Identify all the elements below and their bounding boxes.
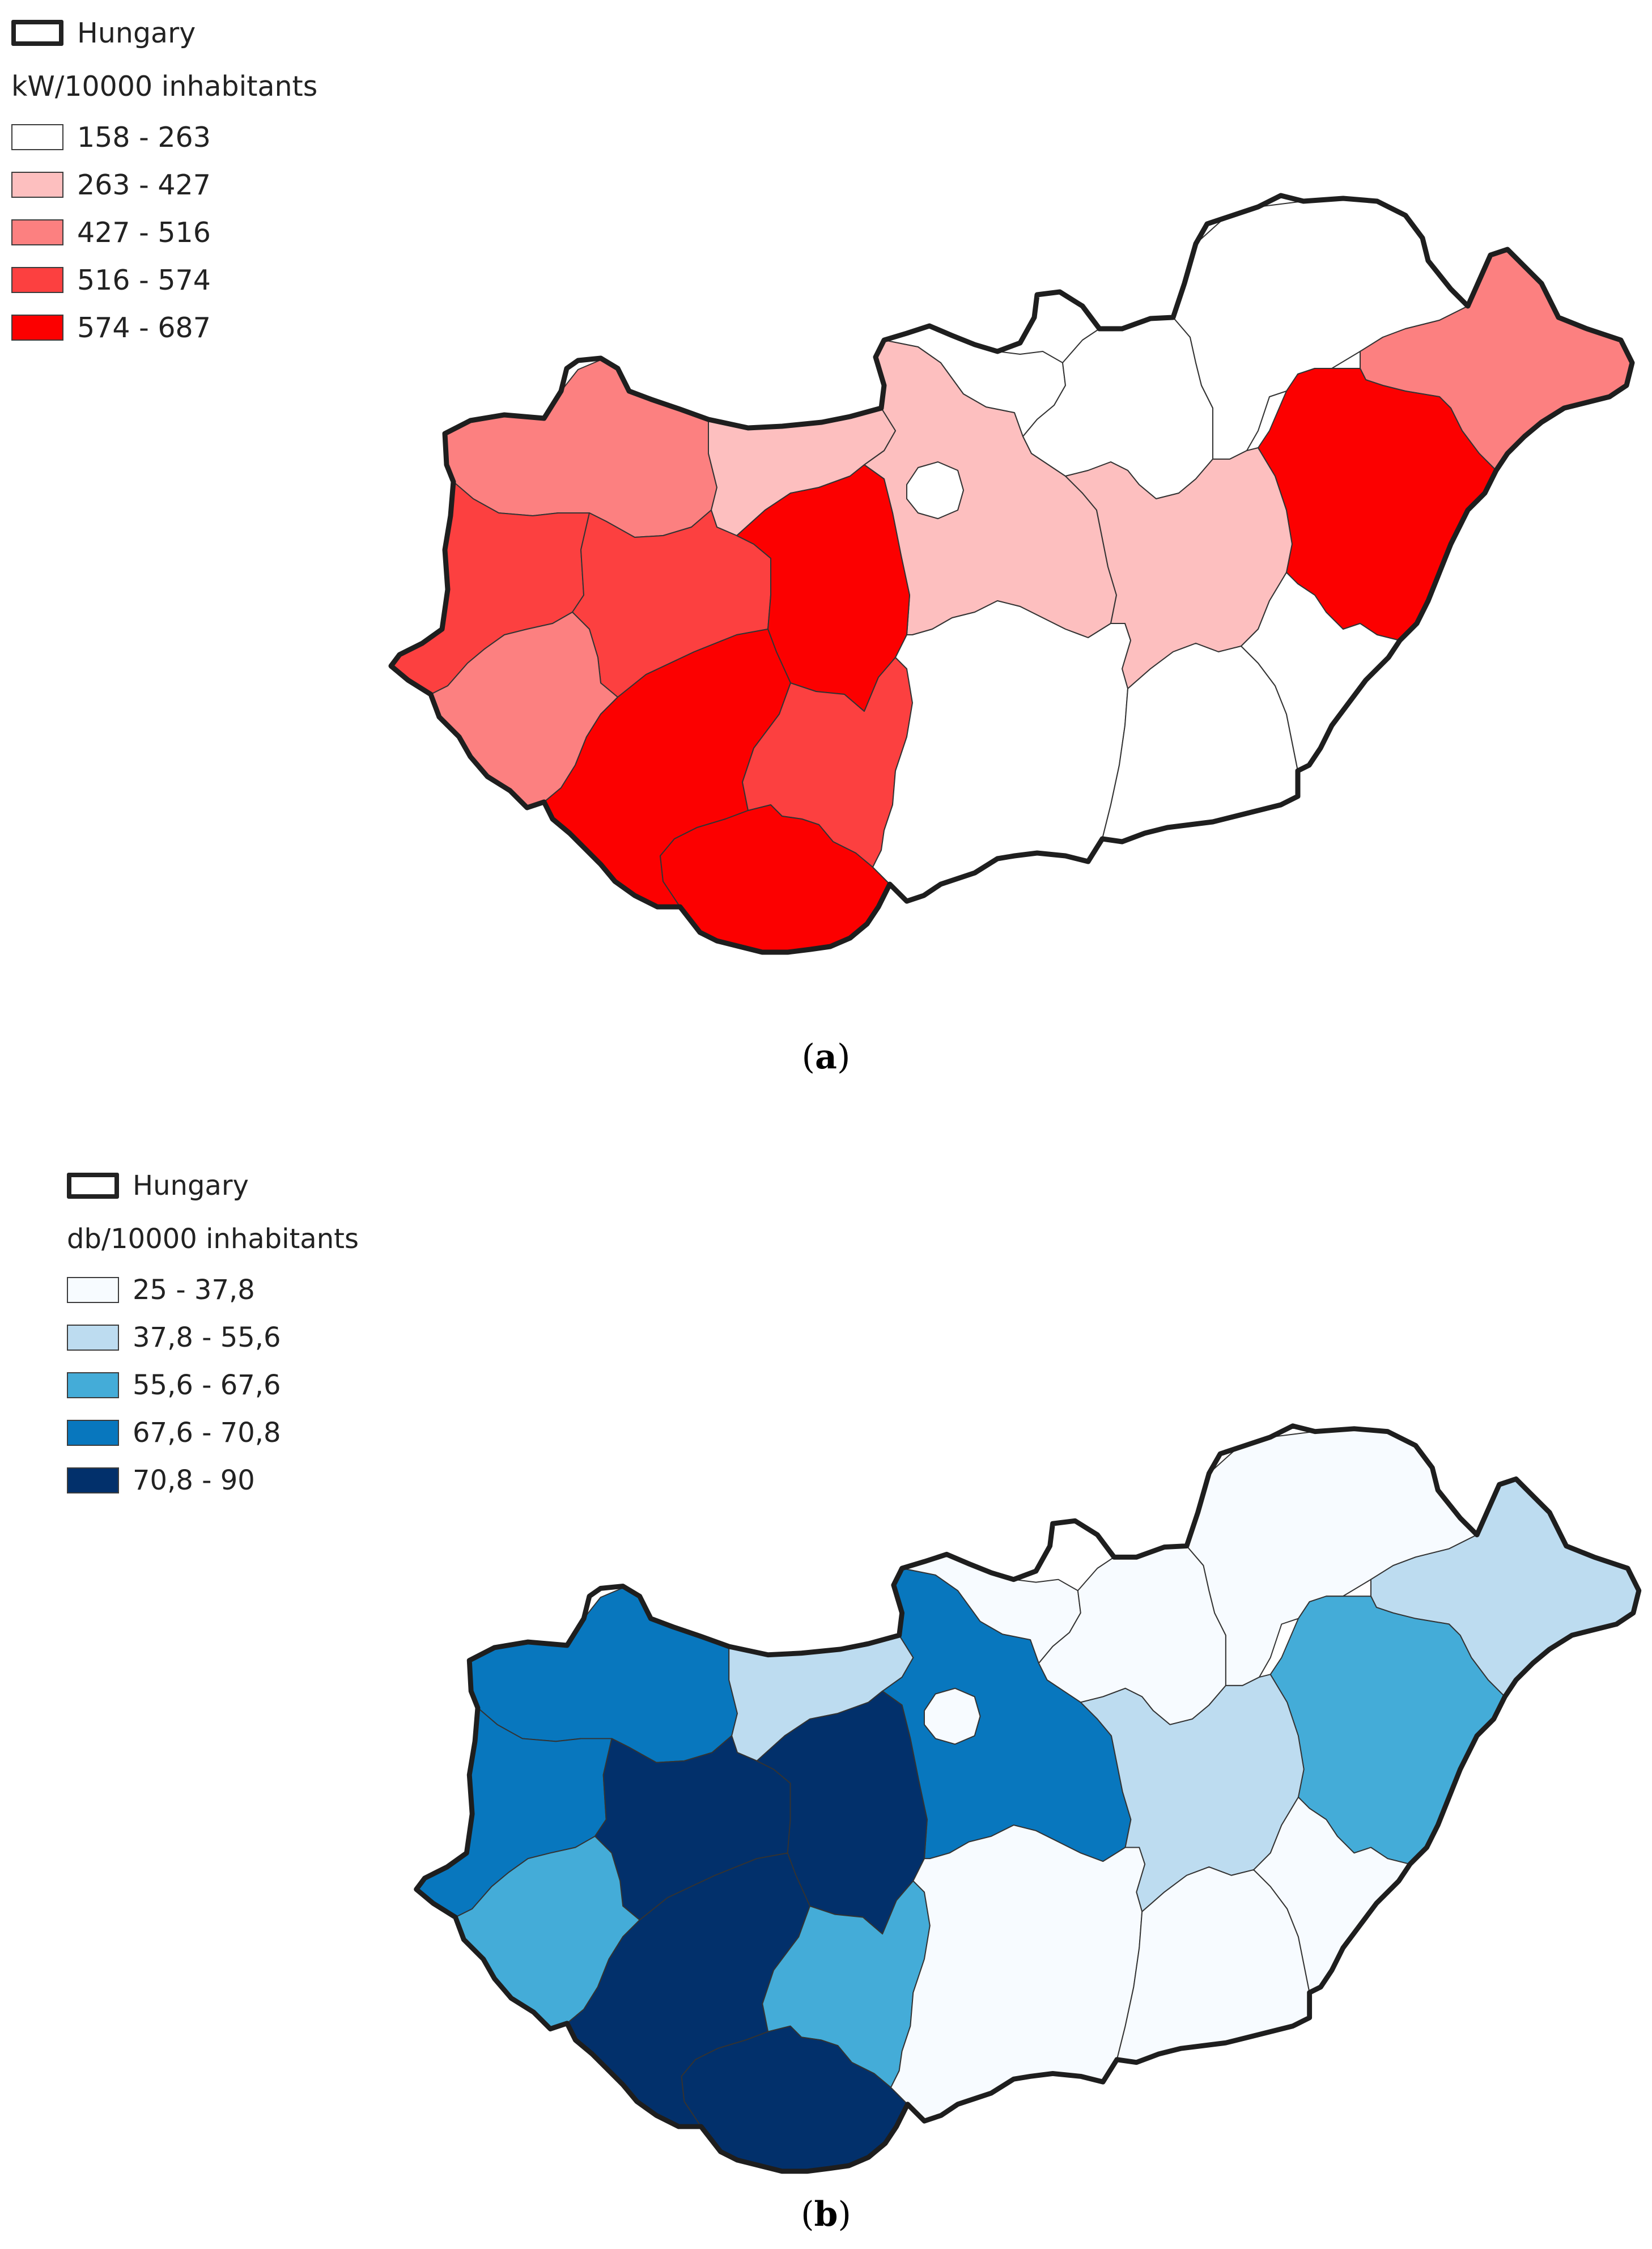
hungary-boundary	[388, 193, 1635, 955]
legend-swatch	[67, 1325, 119, 1351]
legend-a: Hungary kW/10000 inhabitants 158 - 263 26…	[11, 7, 317, 351]
legend-class-label: 263 - 427	[77, 168, 211, 201]
legend-class-label: 427 - 516	[77, 216, 211, 249]
legend-class-label: 55,6 - 67,6	[133, 1369, 281, 1401]
legend-swatch	[67, 1420, 119, 1446]
county-budapest	[924, 1687, 981, 1745]
legend-boundary-entry: Hungary	[67, 1160, 359, 1212]
boundary-swatch	[67, 1173, 119, 1199]
legend-class-2: 55,6 - 67,6	[67, 1361, 359, 1409]
panel-caption-b: (b)	[801, 2195, 851, 2234]
legend-class-4: 574 - 687	[11, 304, 317, 351]
legend-title: db/10000 inhabitants	[67, 1223, 359, 1255]
legend-boundary-entry: Hungary	[11, 7, 317, 59]
legend-swatch	[11, 124, 63, 150]
legend-class-list: 158 - 263 263 - 427 427 - 516 516 - 574 574 …	[11, 113, 317, 351]
legend-class-label: 70,8 - 90	[133, 1465, 255, 1496]
legend-class-label: 25 - 37,8	[133, 1274, 255, 1306]
legend-class-2: 427 - 516	[11, 209, 317, 256]
legend-swatch	[67, 1277, 119, 1303]
map-panel-a: Hungary kW/10000 inhabitants 158 - 263 26…	[0, 0, 1652, 1124]
legend-swatch	[11, 219, 63, 245]
legend-swatch	[11, 172, 63, 198]
boundary-swatch	[11, 20, 63, 46]
panel-caption-a: (a)	[801, 1037, 851, 1077]
hungary-counties	[388, 193, 1635, 955]
legend-class-0: 25 - 37,8	[67, 1266, 359, 1314]
legend-swatch	[67, 1372, 119, 1398]
legend-boundary-label: Hungary	[133, 1170, 249, 1202]
choropleth-map-a	[388, 193, 1635, 955]
legend-class-list: 25 - 37,8 37,8 - 55,6 55,6 - 67,6 67,6 - 70…	[67, 1266, 359, 1504]
legend-class-label: 158 - 263	[77, 121, 211, 154]
legend-b: Hungary db/10000 inhabitants 25 - 37,8 37…	[67, 1160, 359, 1504]
choropleth-map-b	[414, 1423, 1642, 2174]
legend-class-1: 263 - 427	[11, 161, 317, 209]
legend-class-label: 516 - 574	[77, 264, 211, 296]
legend-class-label: 67,6 - 70,8	[133, 1417, 281, 1449]
legend-class-label: 37,8 - 55,6	[133, 1322, 281, 1353]
map-panel-b: Hungary db/10000 inhabitants 25 - 37,8 37…	[0, 1124, 1652, 2249]
legend-class-1: 37,8 - 55,6	[67, 1314, 359, 1361]
legend-swatch	[67, 1467, 119, 1493]
hungary-counties	[414, 1423, 1642, 2174]
legend-class-label: 574 - 687	[77, 311, 211, 344]
legend-class-0: 158 - 263	[11, 113, 317, 161]
legend-class-3: 516 - 574	[11, 256, 317, 304]
legend-class-4: 70,8 - 90	[67, 1457, 359, 1504]
county-budapest	[906, 461, 964, 519]
legend-swatch	[11, 267, 63, 293]
legend-boundary-label: Hungary	[77, 16, 196, 49]
hungary-boundary	[414, 1423, 1642, 2174]
legend-class-3: 67,6 - 70,8	[67, 1409, 359, 1457]
legend-swatch	[11, 315, 63, 341]
legend-title: kW/10000 inhabitants	[11, 70, 318, 103]
